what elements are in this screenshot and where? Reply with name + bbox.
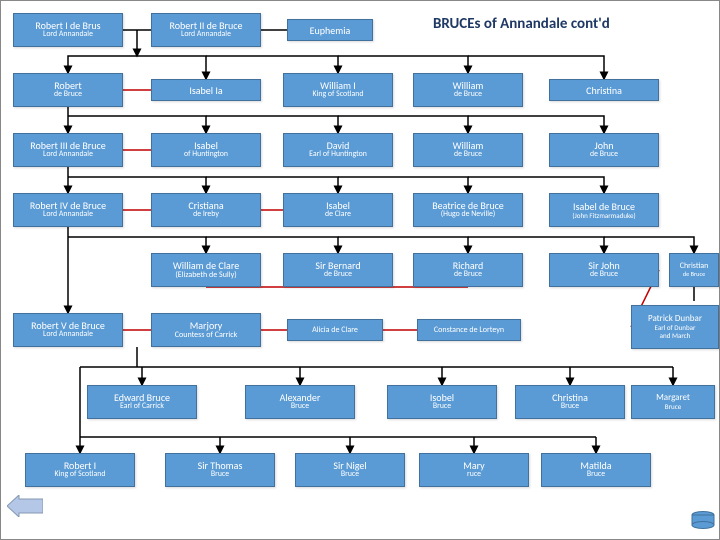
tree-node: Robert I de BrusLord Annandale [13, 13, 123, 47]
tree-node: Patrick DunbarEarl of Dunbarand March [631, 305, 719, 349]
tree-node: Robert III de BruceLord Annandale [13, 133, 123, 167]
tree-node: Christiande Bruce [669, 253, 719, 287]
tree-node: IsobelBruce [387, 385, 497, 419]
tree-node: Edward BruceEarl of Carrick [87, 385, 197, 419]
tree-node: Robert V de BruceLord Annandale [13, 313, 123, 347]
tree-node: Johnde Bruce [549, 133, 659, 167]
tree-node: William IKing of Scotland [283, 73, 393, 107]
tree-node: Robertde Bruce [13, 73, 123, 107]
tree-node: Isabel de Bruce(John Fitzmarmaduke) [549, 193, 659, 227]
tree-node: Sir NigelBruce [295, 453, 405, 487]
cylinder-icon [691, 511, 715, 529]
page-title: BRUCEs of Annandale cont'd [433, 15, 610, 33]
tree-node: ChristinaBruce [515, 385, 625, 419]
tree-node: Robert IV de BruceLord Annandale [13, 193, 123, 227]
tree-node: Robert IKing of Scotland [25, 453, 135, 487]
tree-node: Isabelof Huntington [151, 133, 261, 167]
tree-node: Sir ThomasBruce [165, 453, 275, 487]
tree-node: Christina [549, 79, 659, 101]
continuation-arrow-left-icon [7, 495, 43, 517]
tree-node: Sir Bernardde Bruce [283, 253, 393, 287]
tree-node: DavidEarl of Huntington [283, 133, 393, 167]
tree-node: Robert II de BruceLord Annandale [151, 13, 261, 47]
tree-node: Williamde Bruce [413, 133, 523, 167]
tree-node: MatildaBruce [541, 453, 651, 487]
tree-node: Isabel Ia [151, 79, 261, 101]
tree-node: Sir Johnde Bruce [549, 253, 659, 287]
tree-node: Cristianade Ireby [151, 193, 261, 227]
tree-node: Richardde Bruce [413, 253, 523, 287]
tree-node: Beatrice de Bruce(Hugo de Neville) [413, 193, 523, 227]
tree-node: William de Clare(Elizabeth de Sully) [151, 253, 261, 287]
tree-node: Euphemia [287, 19, 373, 41]
tree-node: Maryruce [419, 453, 529, 487]
tree-node: Williamde Bruce [413, 73, 523, 107]
tree-node: MargaretBruce [631, 385, 715, 419]
tree-node: Isabelde Clare [283, 193, 393, 227]
tree-node: Alicia de Clare [287, 319, 383, 341]
tree-node: AlexanderBruce [245, 385, 355, 419]
tree-node: Constance de Lorteyn [417, 319, 521, 341]
tree-node: MarjoryCountess of Carrick [151, 313, 261, 347]
